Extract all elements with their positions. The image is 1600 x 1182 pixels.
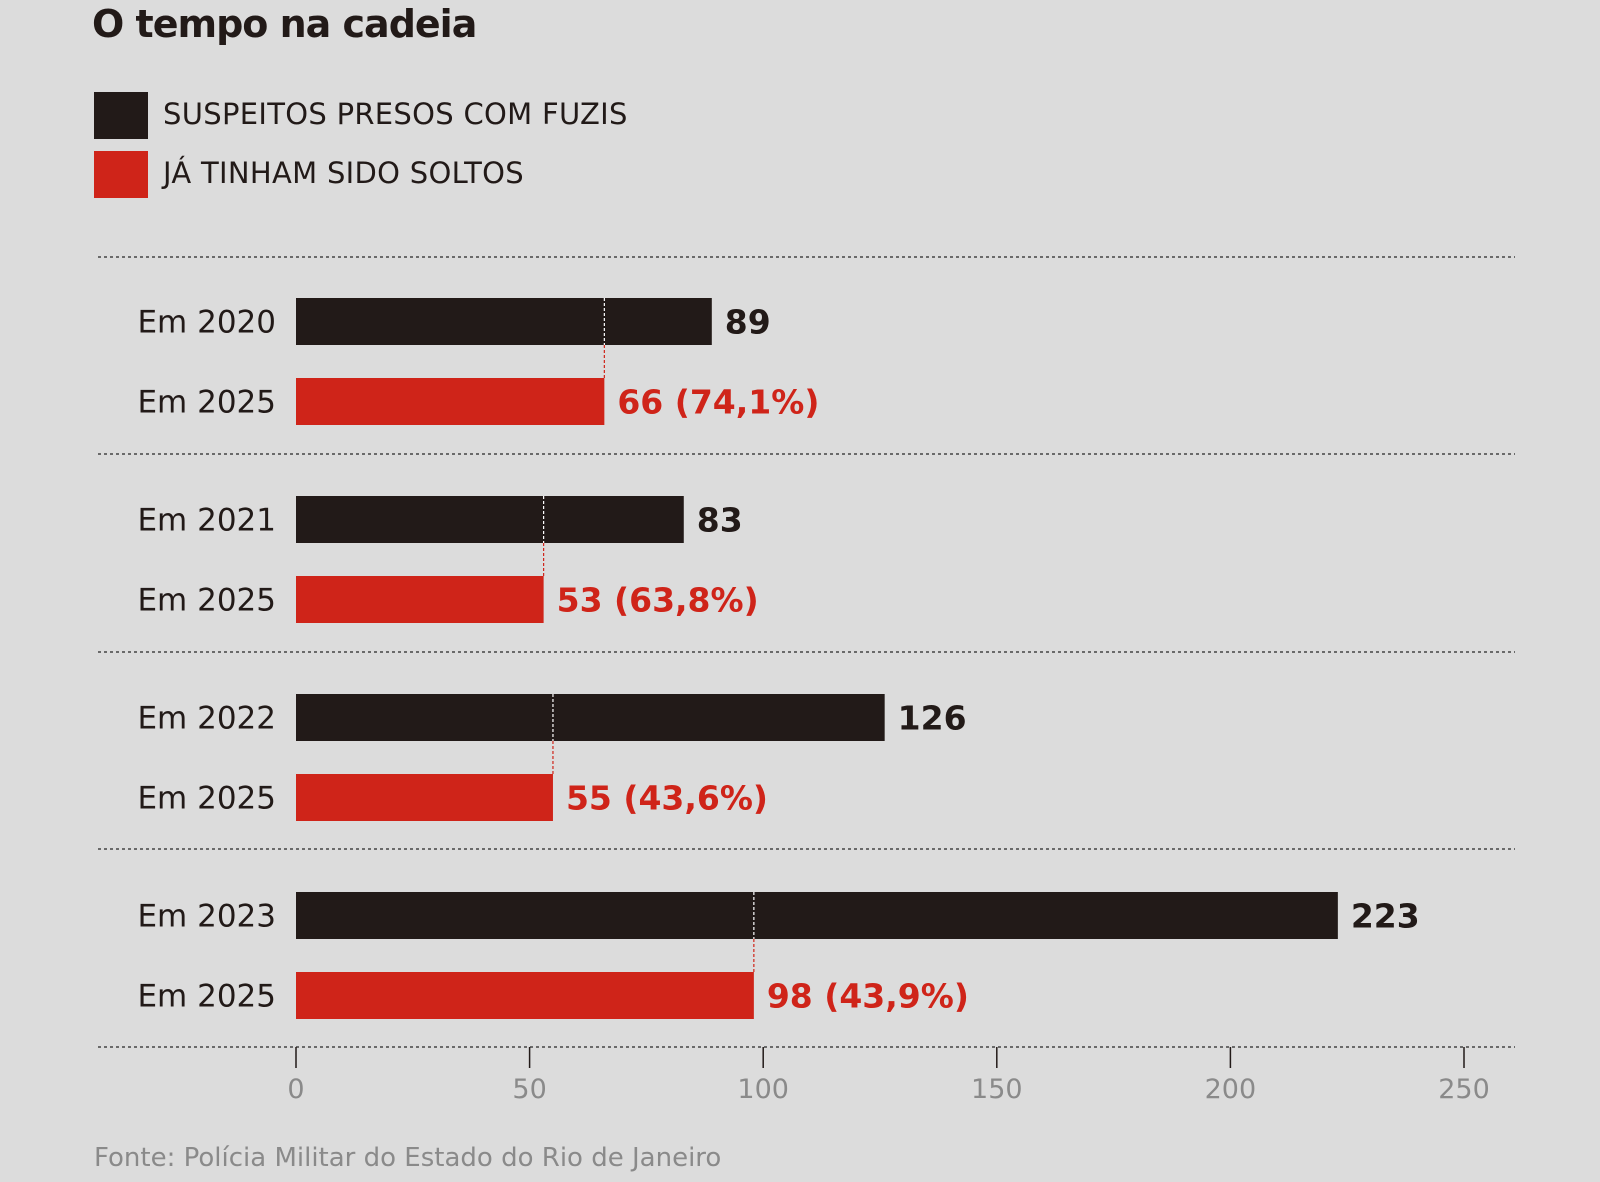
bar-released: [296, 576, 544, 623]
bar-total: [296, 496, 684, 543]
value-label-total: 126: [898, 699, 967, 738]
x-tick-label: 50: [512, 1074, 546, 1105]
row-label-released: Em 2025: [137, 385, 276, 421]
chart-title: O tempo na cadeia: [92, 2, 477, 46]
value-label-total: 223: [1351, 897, 1420, 936]
x-tick-label: 200: [1205, 1074, 1257, 1105]
legend-swatch-released: [94, 151, 148, 198]
bar-released: [296, 972, 754, 1019]
row-label-released: Em 2025: [137, 979, 276, 1015]
legend-label-total: SUSPEITOS PRESOS COM FUZIS: [163, 97, 628, 131]
value-label-released: 98 (43,9%): [767, 977, 969, 1016]
source-note: Fonte: Polícia Militar do Estado do Rio …: [94, 1143, 722, 1173]
x-tick-label: 0: [287, 1074, 304, 1105]
row-label-total: Em 2020: [137, 305, 276, 341]
x-tick-label: 150: [971, 1074, 1023, 1105]
value-label-total: 89: [725, 303, 771, 342]
row-label-released: Em 2025: [137, 781, 276, 817]
bar-released: [296, 378, 605, 425]
value-label-total: 83: [697, 501, 743, 540]
legend-swatch-total: [94, 92, 148, 139]
row-label-released: Em 2025: [137, 583, 276, 619]
x-tick-label: 100: [737, 1074, 789, 1105]
row-label-total: Em 2023: [137, 899, 276, 935]
row-label-total: Em 2021: [137, 503, 276, 539]
bar-total: [296, 298, 712, 345]
bar-total: [296, 892, 1338, 939]
value-label-released: 55 (43,6%): [566, 779, 768, 818]
x-tick-label: 250: [1438, 1074, 1490, 1105]
value-label-released: 66 (74,1%): [617, 383, 819, 422]
bar-released: [296, 774, 553, 821]
bar-total: [296, 694, 885, 741]
row-label-total: Em 2022: [137, 701, 276, 737]
legend-label-released: JÁ TINHAM SIDO SOLTOS: [163, 156, 524, 190]
value-label-released: 53 (63,8%): [557, 581, 759, 620]
